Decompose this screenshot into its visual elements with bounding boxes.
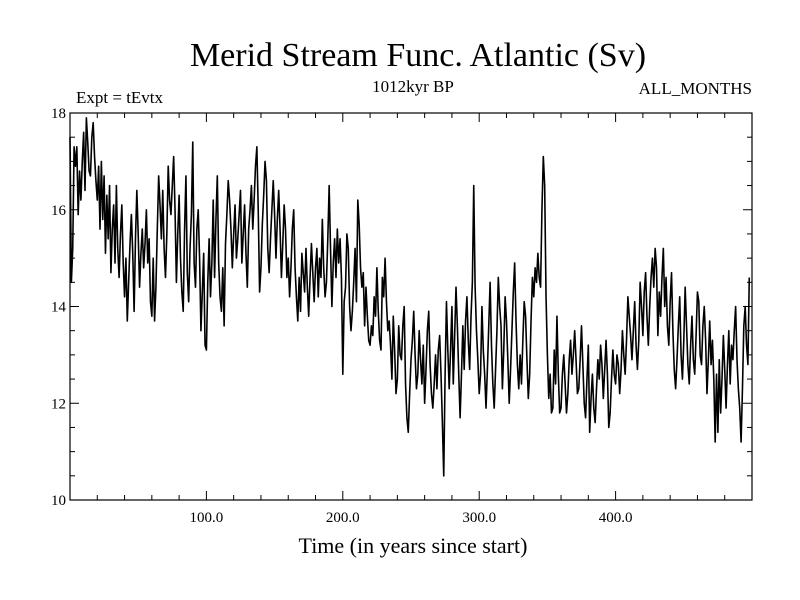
series-layer [69,117,751,477]
x-axis-label: Time (in years since start) [299,533,528,558]
series-line [69,117,751,477]
y-tick-label: 18 [51,106,66,122]
axis-ticks [70,112,752,501]
y-tick-label: 10 [51,493,66,509]
y-tick-label: 12 [51,396,66,412]
plot-frame [69,112,753,501]
x-tick-label: 100.0 [190,510,224,526]
x-tick-label: 300.0 [462,510,496,526]
x-tick-label: 200.0 [326,510,360,526]
y-tick-label: 16 [51,203,67,219]
axis-tick-labels: 10 12 14 16 18 100.0 200.0 300.0 400.0 [51,106,632,526]
season-label: ALL_MONTHS [639,79,752,98]
period-label: 1012kyr BP [372,77,454,96]
experiment-label: Expt = tEvtx [76,88,164,107]
x-tick-label: 400.0 [599,510,633,526]
chart-title: Merid Stream Func. Atlantic (Sv) [190,37,646,74]
y-tick-label: 14 [51,300,67,316]
